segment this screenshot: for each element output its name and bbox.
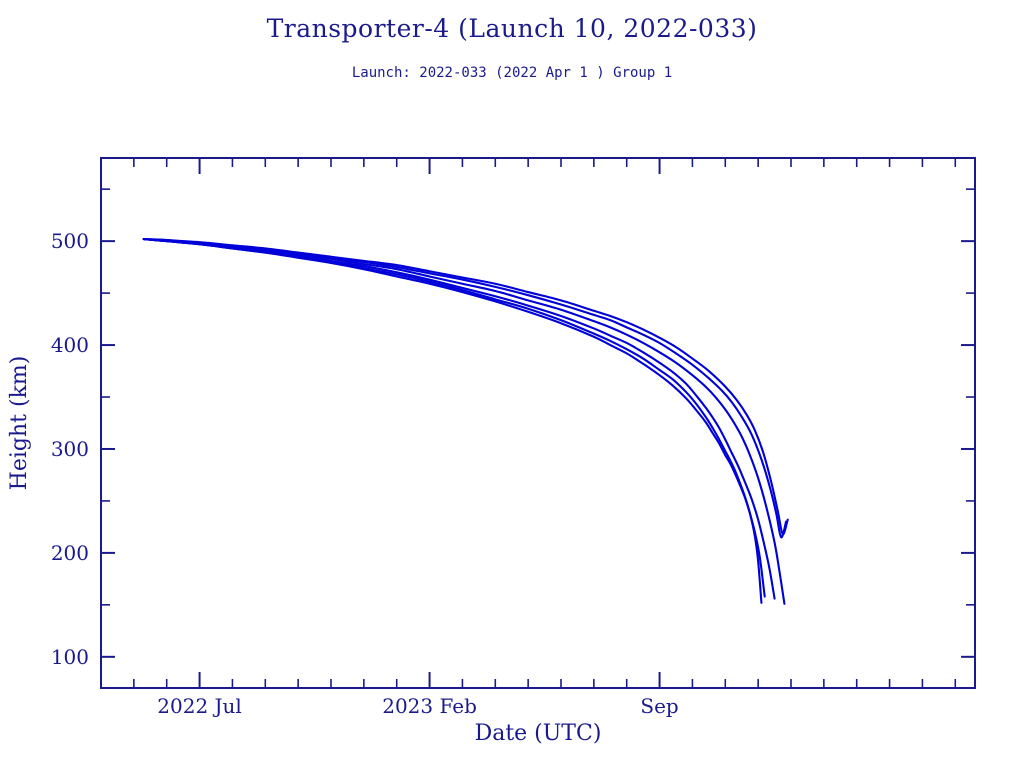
y-tick-label: 100 xyxy=(51,645,89,669)
y-tick-label: 300 xyxy=(51,437,89,461)
decay-track xyxy=(142,238,786,605)
x-tick-label: Sep xyxy=(640,694,678,718)
y-tick-label: 500 xyxy=(51,229,89,253)
decay-track xyxy=(142,238,763,604)
x-axis-label: Date (UTC) xyxy=(475,721,602,746)
decay-track xyxy=(142,238,766,598)
x-tick-label: 2022 Jul xyxy=(157,694,242,718)
decay-track xyxy=(142,238,776,600)
axis-titles: Date (UTC) Height (km) xyxy=(7,356,601,746)
axis-tick-labels: 100 200 300 400 500 2022 Jul 2023 Feb Sep xyxy=(51,229,679,718)
chart-title: Transporter-4 (Launch 10, 2022-033) xyxy=(266,14,758,43)
x-tick-label: 2023 Feb xyxy=(382,694,477,718)
y-tick-label: 200 xyxy=(51,541,89,565)
orbit-decay-tracks xyxy=(142,238,789,605)
axis-ticks xyxy=(100,158,975,688)
y-axis-label: Height (km) xyxy=(7,356,32,491)
decay-track xyxy=(142,238,789,536)
chart-subtitle: Launch: 2022-033 (2022 Apr 1 ) Group 1 xyxy=(351,65,673,81)
y-tick-label: 400 xyxy=(51,333,89,357)
plot-frame xyxy=(100,157,976,689)
